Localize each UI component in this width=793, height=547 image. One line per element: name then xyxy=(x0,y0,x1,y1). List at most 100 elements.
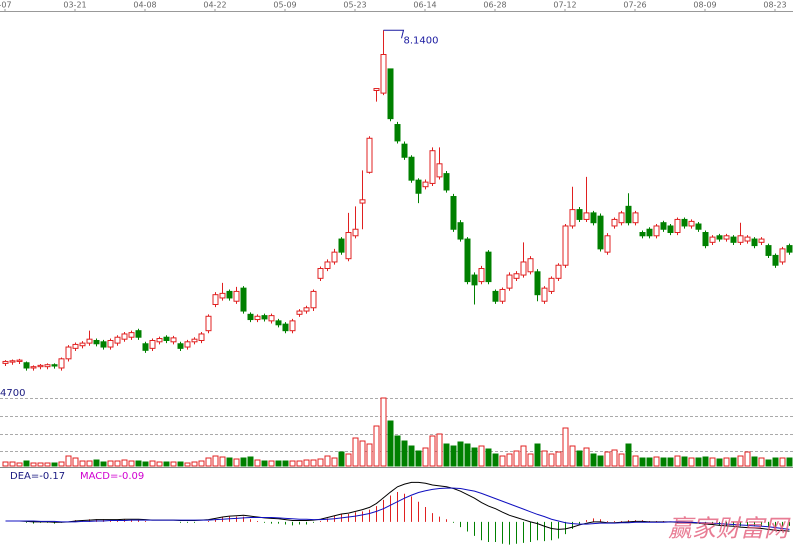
volume-bar xyxy=(632,455,639,467)
volume-bar xyxy=(492,453,499,467)
volume-bar xyxy=(79,460,86,467)
candle-body xyxy=(723,235,730,240)
volume-bar xyxy=(555,451,562,467)
candle-body xyxy=(275,320,282,326)
candle-body xyxy=(485,251,492,283)
candle-body xyxy=(247,313,254,321)
candle-body xyxy=(226,290,233,299)
candle-body xyxy=(471,274,478,286)
candle-body xyxy=(583,212,590,220)
x-tick-label: 05-09 xyxy=(273,1,296,10)
candle-body xyxy=(170,337,177,343)
candle-body xyxy=(114,336,121,344)
candle-body xyxy=(429,150,436,184)
volume-bar xyxy=(233,458,240,467)
candle-body xyxy=(303,307,310,312)
volume-bar xyxy=(254,459,261,467)
volume-bar xyxy=(247,456,254,467)
candle-body xyxy=(443,173,450,191)
watermark: 赢家财富网 xyxy=(668,515,791,543)
volume-bar xyxy=(359,440,366,467)
volume-bar xyxy=(667,457,674,467)
volume-bar xyxy=(261,460,268,467)
volume-bar xyxy=(205,457,212,467)
volume-bar xyxy=(506,453,513,467)
volume-bar xyxy=(37,462,44,467)
candle-body xyxy=(436,163,443,178)
volume-bar xyxy=(408,445,415,467)
candle-body xyxy=(163,336,170,341)
volume-bar xyxy=(296,460,303,467)
volume-bar xyxy=(597,455,604,467)
volume-bar xyxy=(779,457,786,467)
candle-body xyxy=(632,212,639,224)
candle-body xyxy=(394,124,401,142)
candle-body xyxy=(121,333,128,340)
volume-bar xyxy=(282,460,289,467)
volume-bar xyxy=(114,460,121,467)
candle-body xyxy=(569,209,576,227)
candle-body xyxy=(282,323,289,332)
volume-bar xyxy=(387,420,394,467)
candle-body xyxy=(198,333,205,341)
candle-body xyxy=(555,264,562,279)
candle-body xyxy=(450,196,457,230)
candle-body xyxy=(338,238,345,253)
volume-bar xyxy=(373,425,380,467)
volume-bar xyxy=(415,450,422,467)
volume-bar xyxy=(289,460,296,467)
volume-bar xyxy=(219,456,226,467)
volume-bar xyxy=(562,427,569,467)
volume-bar xyxy=(485,448,492,467)
volume-bar xyxy=(527,453,534,467)
volume-bar xyxy=(184,462,191,467)
volume-bar xyxy=(212,455,219,467)
candle-body xyxy=(639,232,646,237)
candle-body xyxy=(401,143,408,158)
candle-body xyxy=(611,218,618,227)
volume-bar xyxy=(16,462,23,467)
volume-bar xyxy=(660,457,667,467)
volume-bar xyxy=(457,441,464,467)
candle-body xyxy=(730,236,737,243)
volume-bar xyxy=(394,435,401,467)
candle-body xyxy=(653,225,660,237)
candle-body xyxy=(772,254,779,266)
candle-body xyxy=(562,225,569,266)
volume-bar xyxy=(345,453,352,467)
candle-body xyxy=(268,315,275,322)
volume-bar xyxy=(51,462,58,467)
volume-bar xyxy=(240,457,247,467)
volume-bar xyxy=(65,455,72,467)
annotation-line xyxy=(383,29,405,39)
candle-body xyxy=(499,288,506,302)
volume-bar xyxy=(93,459,100,467)
volume-bar xyxy=(450,445,457,467)
x-tick-label: 04-22 xyxy=(203,1,226,10)
candle-body xyxy=(520,261,527,276)
volume-bar xyxy=(198,460,205,467)
candle-body xyxy=(177,343,184,349)
volume-bar xyxy=(744,451,751,467)
candle-body xyxy=(779,248,786,263)
candle-body xyxy=(359,199,366,204)
candle-body xyxy=(9,360,16,363)
volume-bar xyxy=(576,450,583,467)
candle-body xyxy=(457,222,464,240)
volume-bar xyxy=(618,453,625,467)
volume-bar xyxy=(72,457,79,467)
candle-body xyxy=(331,251,338,263)
volume-bar xyxy=(436,433,443,467)
volume-bar xyxy=(128,460,135,467)
candle-body xyxy=(156,338,163,343)
candle-body xyxy=(44,364,51,368)
candle-body xyxy=(618,212,625,224)
volume-bar xyxy=(534,443,541,467)
volume-bar xyxy=(583,447,590,467)
candle-body xyxy=(751,238,758,247)
candle-body xyxy=(604,235,611,253)
candle-body xyxy=(310,290,317,309)
volume-bar xyxy=(730,457,737,467)
dea-line xyxy=(5,487,790,530)
